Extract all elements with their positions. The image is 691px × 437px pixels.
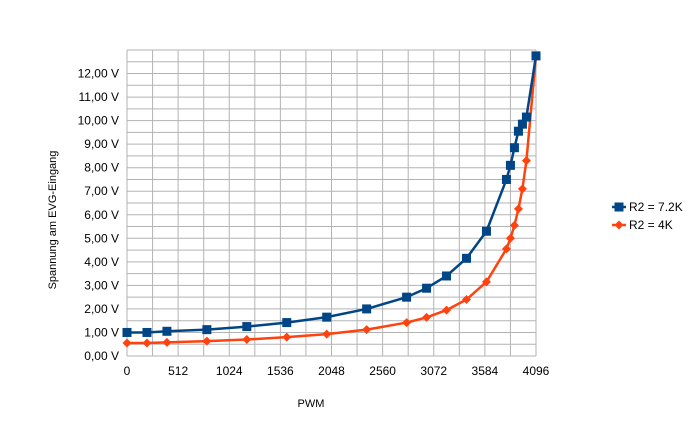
data-point <box>517 119 527 129</box>
data-point <box>505 233 515 243</box>
data-point <box>531 51 541 61</box>
data-point <box>162 337 172 347</box>
y-tick-label: 0,00 V <box>84 349 119 363</box>
data-point <box>501 244 511 254</box>
data-point <box>481 226 491 236</box>
data-point <box>402 292 412 302</box>
data-point <box>462 253 472 263</box>
grid <box>126 49 537 357</box>
series-layer <box>122 51 541 348</box>
legend: R2 = 7.2K R2 = 4K <box>612 200 683 232</box>
y-tick-label: 8,00 V <box>84 161 119 175</box>
data-point <box>422 283 432 293</box>
data-point <box>509 220 519 230</box>
y-tick-label: 9,00 V <box>84 137 119 151</box>
series-2 <box>122 51 541 348</box>
data-point <box>242 335 252 345</box>
y-tick-label: 11,00 V <box>79 90 119 104</box>
data-point <box>142 327 152 337</box>
y-tick-label: 6,00 V <box>84 208 119 222</box>
x-tick-label: 1536 <box>267 364 294 378</box>
x-tick-label: 3584 <box>472 364 499 378</box>
y-tick-label: 1,00 V <box>84 325 119 339</box>
data-point <box>521 112 531 122</box>
y-axis-title: Spannung am EVG-Eingang <box>47 151 59 290</box>
data-point <box>521 156 531 166</box>
tick-labels: 0 512 1024 1536 2048 2560 3072 3584 4096 0,00 V 1,… <box>78 67 550 378</box>
data-point <box>481 277 491 287</box>
data-point <box>402 318 412 328</box>
y-tick-label: 7,00 V <box>84 184 119 198</box>
y-tick-label: 5,00 V <box>84 231 119 245</box>
data-point <box>202 336 212 346</box>
x-tick-label: 512 <box>168 364 188 378</box>
data-point <box>517 184 527 194</box>
axes <box>126 50 536 357</box>
data-point <box>202 325 212 335</box>
y-tick-label: 4,00 V <box>84 255 119 269</box>
y-tick-label: 10,00 V <box>78 114 119 128</box>
legend-entry: R2 = 4K <box>612 218 673 232</box>
y-tick-label: 3,00 V <box>84 278 119 292</box>
data-point <box>513 204 523 214</box>
x-tick-label: 4096 <box>523 364 550 378</box>
data-point <box>322 329 332 339</box>
x-tick-label: 1024 <box>216 364 243 378</box>
legend-label: R2 = 4K <box>629 218 673 232</box>
data-point <box>282 318 292 328</box>
data-point <box>505 160 515 170</box>
series-1 <box>122 51 541 337</box>
data-point <box>142 338 152 348</box>
data-point <box>442 271 452 281</box>
legend-entry: R2 = 7.2K <box>612 200 683 214</box>
y-tick-label: 12,00 V <box>78 67 119 81</box>
data-point <box>322 312 332 322</box>
x-tick-label: 2560 <box>369 364 396 378</box>
data-point <box>422 312 432 322</box>
legend-label: R2 = 7.2K <box>629 200 683 214</box>
legend-marker <box>614 220 624 230</box>
x-tick-label: 2048 <box>318 364 345 378</box>
data-point <box>122 327 132 337</box>
data-point <box>122 338 132 348</box>
x-tick-label: 0 <box>124 364 131 378</box>
data-point <box>162 326 172 336</box>
legend-marker <box>614 202 624 212</box>
x-tick-label: 3072 <box>420 364 447 378</box>
data-point <box>462 295 472 305</box>
data-point <box>513 126 523 136</box>
data-point <box>501 174 511 184</box>
data-point <box>242 322 252 332</box>
data-point <box>362 304 372 314</box>
data-point <box>442 305 452 315</box>
data-point <box>282 332 292 342</box>
y-tick-label: 2,00 V <box>84 302 119 316</box>
data-point <box>362 325 372 335</box>
data-point <box>509 143 519 153</box>
x-axis-title: PWM <box>298 398 325 410</box>
